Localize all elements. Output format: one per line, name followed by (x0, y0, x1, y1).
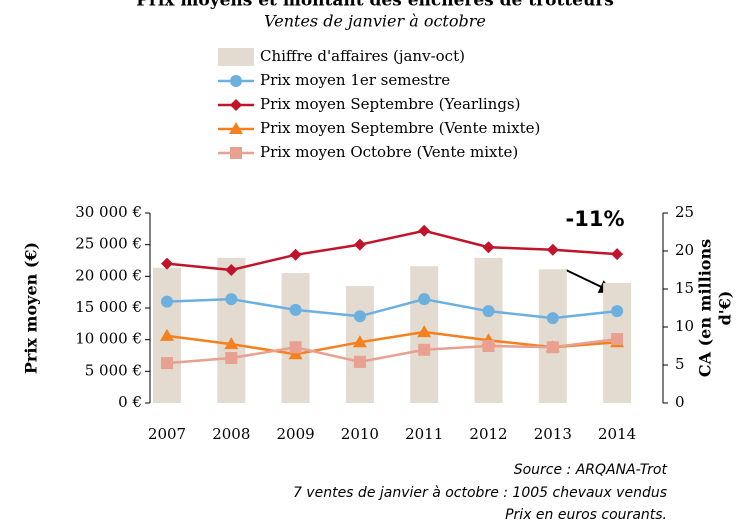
y2-tick-label: 25 (675, 203, 694, 221)
y-tick-label: 5 000 € (85, 361, 142, 379)
point (160, 328, 174, 341)
point (352, 335, 367, 348)
source-note: 7 ventes de janvier à octobre : 1005 che… (293, 485, 667, 501)
point (225, 293, 238, 306)
point (418, 224, 431, 237)
point (224, 337, 239, 350)
point (546, 243, 559, 256)
legend-marker (230, 75, 242, 87)
line (166, 297, 618, 320)
x-tick-label: 2014 (598, 425, 636, 443)
y2-axis-label: CA (en millions (696, 239, 715, 377)
point (289, 303, 302, 316)
legend-label: Chiffre d'affaires (janv-oct) (260, 47, 465, 65)
point (289, 248, 302, 261)
point (611, 333, 624, 346)
x-tick-label: 2009 (277, 425, 315, 443)
point (289, 341, 302, 354)
y-tick-label: 15 000 € (75, 298, 142, 316)
bar (474, 257, 503, 403)
x-tick-label: 2013 (534, 425, 572, 443)
y-tick-label: 10 000 € (75, 330, 142, 348)
y-tick-label: 25 000 € (75, 235, 142, 253)
chart-subtitle: Ventes de janvier à octobre (264, 12, 486, 31)
y-axis-label: Prix moyen (€) (22, 242, 41, 374)
legend-marker (230, 147, 242, 159)
x-tick-label: 2008 (212, 425, 250, 443)
bar (538, 269, 567, 403)
y-tick-label: 20 000 € (75, 266, 142, 284)
point (161, 295, 173, 308)
y2-axis-label: d'€) (716, 291, 735, 326)
x-tick-label: 2012 (469, 425, 507, 443)
line (166, 229, 618, 272)
y2-tick-label: 20 (675, 241, 694, 259)
legend-label: Prix moyen Octobre (Vente mixte) (260, 143, 518, 161)
legend-marker (230, 99, 242, 111)
bar (281, 273, 310, 403)
y2-tick-label: 10 (675, 317, 694, 335)
line (166, 337, 618, 365)
point (482, 241, 495, 254)
y2-tick-label: 5 (675, 355, 685, 373)
point (546, 341, 559, 354)
point (482, 340, 495, 352)
x-tick-label: 2011 (405, 425, 443, 443)
source-note: Source : ARQANA-Trot (514, 462, 668, 478)
point (546, 312, 559, 325)
point (161, 257, 173, 270)
legend-marker (229, 122, 243, 134)
point (482, 305, 495, 318)
point (225, 264, 238, 276)
point (353, 310, 366, 323)
point (225, 352, 238, 365)
bar (217, 257, 246, 403)
annotation: -11% (566, 207, 625, 231)
y-tick-label: 0 € (118, 393, 142, 411)
point (417, 325, 432, 338)
legend-swatch (218, 48, 254, 66)
point (418, 343, 431, 356)
legend-label: Prix moyen Septembre (Vente mixte) (260, 119, 540, 137)
chart-title: Prix moyens et montant des enchères de t… (136, 0, 614, 11)
point (353, 355, 366, 368)
legend-label: Prix moyen Septembre (Yearlings) (260, 95, 520, 113)
x-tick-label: 2010 (341, 425, 379, 443)
point (418, 293, 431, 306)
point (161, 357, 173, 370)
point (353, 238, 366, 251)
y2-tick-label: 15 (675, 279, 694, 297)
point (611, 305, 624, 318)
x-tick-label: 2007 (148, 425, 186, 443)
y-tick-label: 30 000 € (75, 203, 142, 221)
point (611, 248, 624, 261)
y2-tick-label: 0 (675, 393, 685, 411)
legend-label: Prix moyen 1er semestre (260, 71, 450, 89)
source-note: Prix en euros courants. (505, 507, 667, 523)
